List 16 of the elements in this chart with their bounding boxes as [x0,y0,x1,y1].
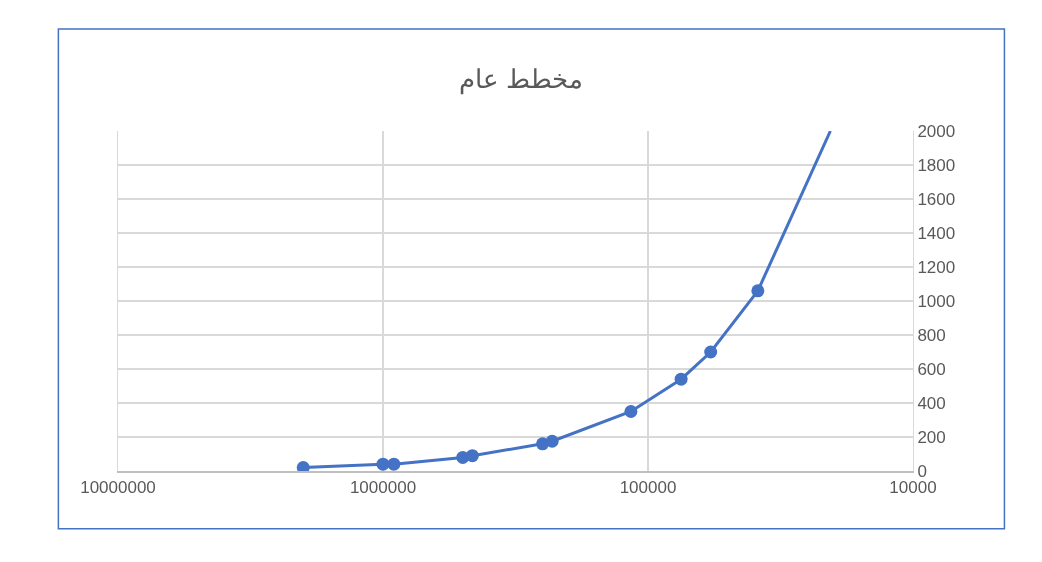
y-tick-label: 1800 [917,155,956,175]
x-tick-label: 10000 [889,478,937,498]
chart-title: مخطط عام [458,63,584,95]
y-tick-label: 2000 [917,121,956,141]
x-tick-label: 1000000 [349,478,417,498]
y-tick-label: 600 [917,359,946,379]
x-tick-label: 10000000 [80,478,156,498]
y-tick-label: 1000 [917,291,956,311]
y-tick-label: 800 [917,325,946,345]
y-tick-label: 1600 [917,189,956,209]
y-tick-label: 400 [917,393,946,413]
x-tick-label: 100000 [619,478,677,498]
y-tick-label: 1400 [917,223,956,243]
y-tick-label: 200 [917,427,946,447]
y-tick-label: 1200 [917,257,956,277]
y-tick-label: 0 [917,461,927,481]
